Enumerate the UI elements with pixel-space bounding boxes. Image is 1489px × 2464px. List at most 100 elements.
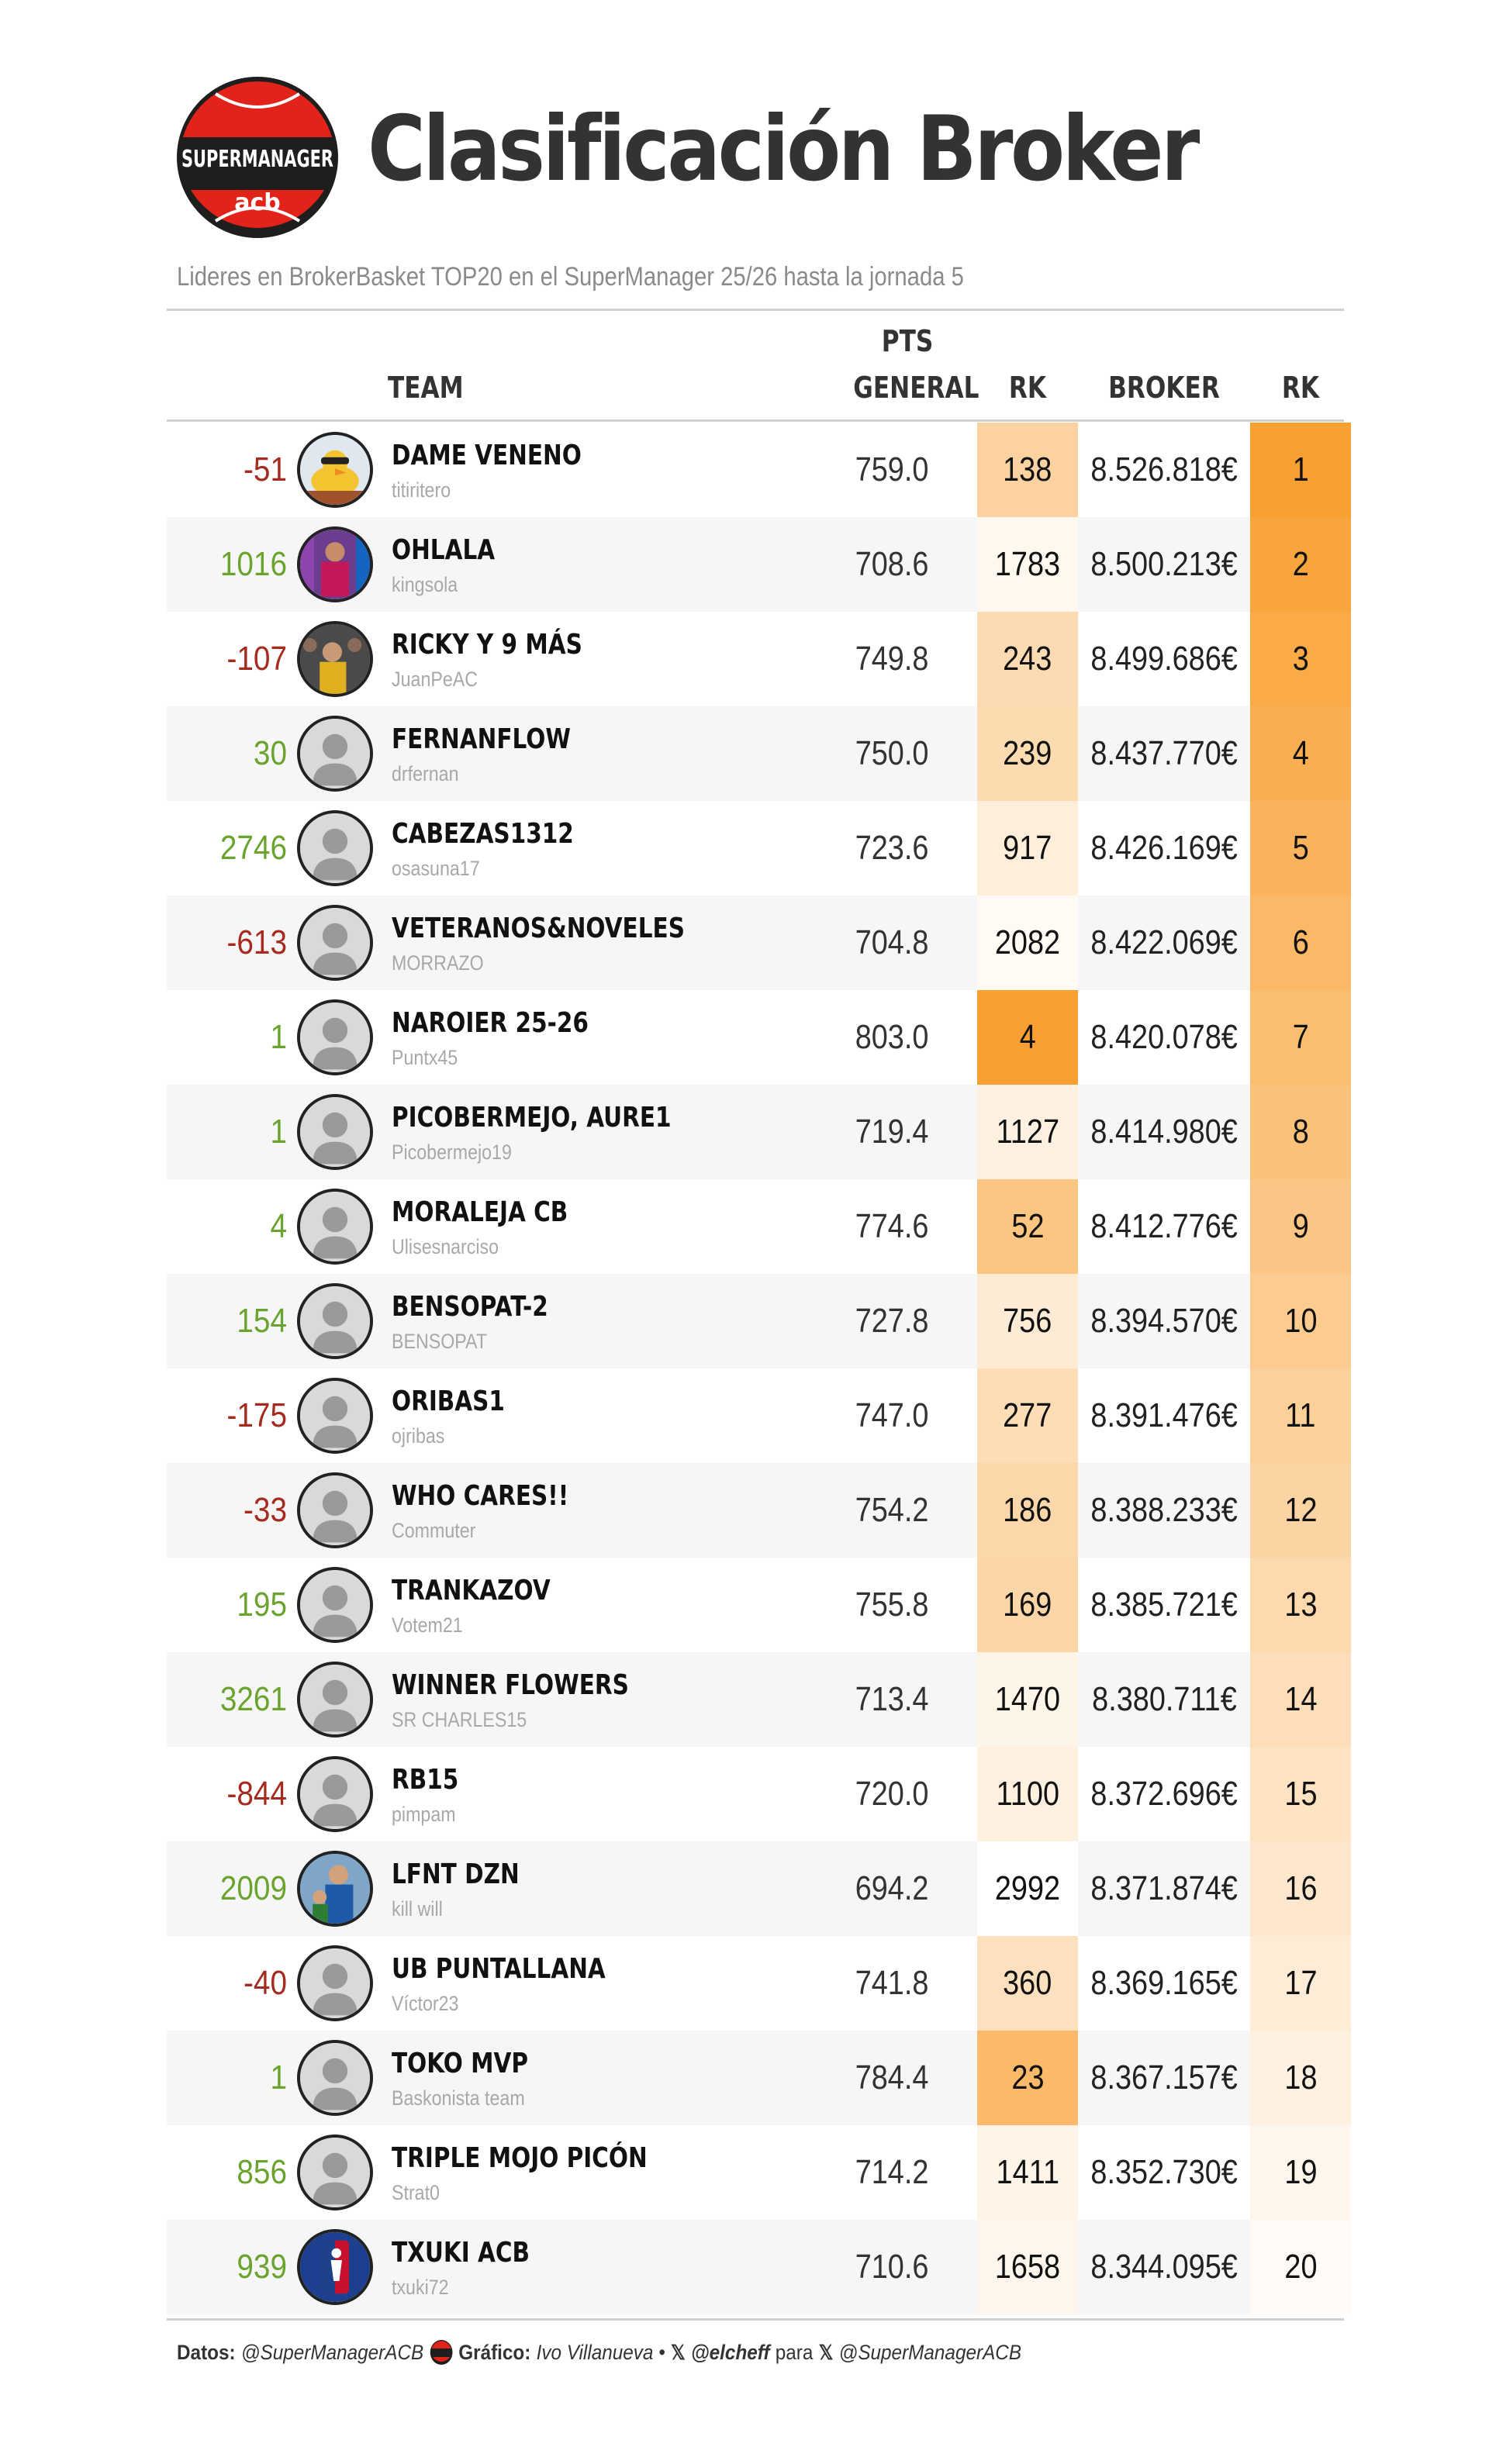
team-name[interactable]: WINNER FLOWERS <box>392 1669 629 1701</box>
general-rank: 4 <box>977 990 1078 1085</box>
username[interactable]: Strat0 <box>392 2181 440 2204</box>
broker-rank: 6 <box>1250 896 1351 990</box>
table-row[interactable]: -844 ↓ RB15 pimpam 720.0 1100 8.372.696€… <box>167 1747 1351 1841</box>
team-name[interactable]: ORIBAS1 <box>392 1386 505 1417</box>
team-name[interactable]: RICKY Y 9 MÁS <box>392 629 582 661</box>
broker-rank: 4 <box>1250 706 1351 801</box>
username[interactable]: BENSOPAT <box>392 1330 488 1353</box>
username[interactable]: MORRAZO <box>392 951 484 975</box>
table-row[interactable]: 4 ↑ MORALEJA CB Ulisesnarciso 774.6 52 8… <box>167 1179 1351 1274</box>
avatar <box>297 526 373 602</box>
general-rank: 239 <box>977 706 1078 801</box>
username[interactable]: Commuter <box>392 1519 476 1542</box>
table-row[interactable]: 2746 ↑ CABEZAS1312 osasuna17 723.6 917 8… <box>167 801 1351 896</box>
table-row[interactable]: -613 ↓ VETERANOS&NOVELES MORRAZO 704.8 2… <box>167 896 1351 990</box>
team-name[interactable]: VETERANOS&NOVELES <box>392 913 685 944</box>
username[interactable]: kingsola <box>392 573 458 596</box>
table-row[interactable]: -175 ↓ ORIBAS1 ojribas 747.0 277 8.391.4… <box>167 1368 1351 1463</box>
pts-general: 750.0 <box>855 734 929 772</box>
rank-change: 195 <box>237 1586 287 1624</box>
team-name[interactable]: WHO CARES!! <box>392 1480 569 1512</box>
team-name[interactable]: UB PUNTALLANA <box>392 1953 606 1985</box>
general-rank: 243 <box>977 612 1078 706</box>
avatar <box>297 1945 373 2021</box>
broker-rank: 14 <box>1250 1652 1351 1747</box>
team-name[interactable]: TXUKI ACB <box>392 2237 530 2269</box>
username[interactable]: txuki72 <box>392 2276 449 2299</box>
team-name[interactable]: RB15 <box>392 1764 459 1796</box>
table-row[interactable]: 1 ↑ TOKO MVP Baskonista team 784.4 23 8.… <box>167 2031 1351 2125</box>
general-rank: 1127 <box>977 1085 1078 1179</box>
username[interactable]: Votem21 <box>392 1613 463 1637</box>
pts-general: 714.2 <box>855 2153 929 2191</box>
username[interactable]: SR CHARLES15 <box>392 1708 527 1731</box>
pts-general: 704.8 <box>855 923 929 961</box>
table-row[interactable]: 3261 ↑ WINNER FLOWERS SR CHARLES15 713.4… <box>167 1652 1351 1747</box>
subtitle: Lideres en BrokerBasket TOP20 en el Supe… <box>177 262 964 292</box>
username[interactable]: Puntx45 <box>392 1046 458 1069</box>
table-row[interactable]: 2009 ↑ LFNT DZN kill will 694.2 2992 8.3… <box>167 1841 1351 1936</box>
username[interactable]: Baskonista team <box>392 2086 525 2110</box>
team-name[interactable]: PICOBERMEJO, AURE1 <box>392 1102 672 1134</box>
avatar <box>297 716 373 792</box>
col-header-broker-rk: RK <box>1281 371 1320 405</box>
team-name[interactable]: MORALEJA CB <box>392 1196 568 1228</box>
table-row[interactable]: 1 ↑ PICOBERMEJO, AURE1 Picobermejo19 719… <box>167 1085 1351 1179</box>
team-name[interactable]: LFNT DZN <box>392 1858 520 1890</box>
pts-general: 741.8 <box>855 1964 929 2002</box>
broker-rank: 15 <box>1250 1747 1351 1841</box>
username[interactable]: Víctor23 <box>392 1992 459 2015</box>
footer-datos-value: @SuperManagerACB <box>240 2340 424 2364</box>
team-name[interactable]: TOKO MVP <box>392 2048 529 2079</box>
general-rank: 2992 <box>977 1841 1078 1936</box>
broker-rank: 9 <box>1250 1179 1351 1274</box>
table-row[interactable]: 195 ↑ TRANKAZOV Votem21 755.8 169 8.385.… <box>167 1558 1351 1652</box>
username[interactable]: drfernan <box>392 762 459 785</box>
team-name[interactable]: CABEZAS1312 <box>392 818 574 850</box>
pts-general: 803.0 <box>855 1018 929 1056</box>
table-row[interactable]: -40 ↓ UB PUNTALLANA Víctor23 741.8 360 8… <box>167 1936 1351 2031</box>
pts-general: 710.6 <box>855 2248 929 2286</box>
avatar <box>297 1283 373 1359</box>
table-row[interactable]: 856 ↑ TRIPLE MOJO PICÓN Strat0 714.2 141… <box>167 2125 1351 2220</box>
footer-x-handle-2[interactable]: @SuperManagerACB <box>838 2340 1022 2364</box>
footer-x-handle-1[interactable]: @elcheff <box>690 2340 770 2364</box>
broker-value: 8.367.157€ <box>1090 2059 1238 2096</box>
table-row[interactable]: 939 ↑ TXUKI ACB txuki72 710.6 1658 8.344… <box>167 2220 1351 2314</box>
username[interactable]: Picobermejo19 <box>392 1141 512 1164</box>
table-row[interactable]: -33 ↓ WHO CARES!! Commuter 754.2 186 8.3… <box>167 1463 1351 1558</box>
pts-general: 784.4 <box>855 2059 929 2096</box>
general-rank: 2082 <box>977 896 1078 990</box>
svg-text:SUPERMANAGER: SUPERMANAGER <box>181 146 333 173</box>
team-name[interactable]: FERNANFLOW <box>392 723 571 755</box>
team-name[interactable]: OHLALA <box>392 534 496 566</box>
team-name[interactable]: TRANKAZOV <box>392 1575 551 1606</box>
broker-rank: 1 <box>1250 423 1351 517</box>
username[interactable]: JuanPeAC <box>392 668 478 691</box>
col-header-pts-line2: GENERAL <box>853 371 979 405</box>
x-logo-icon: 𝕏 <box>818 2340 834 2364</box>
team-name[interactable]: TRIPLE MOJO PICÓN <box>392 2142 648 2174</box>
username[interactable]: ojribas <box>392 1424 445 1448</box>
team-name[interactable]: DAME VENENO <box>392 440 582 471</box>
table-row[interactable]: -51 ↓ DAME VENENO titiritero 759.0 138 8… <box>167 423 1351 517</box>
username[interactable]: kill will <box>392 1897 443 1920</box>
broker-value: 8.420.078€ <box>1090 1018 1238 1056</box>
rank-change: 2009 <box>219 1869 287 1907</box>
general-rank: 169 <box>977 1558 1078 1652</box>
avatar <box>297 1662 373 1738</box>
table-row[interactable]: 30 ↑ FERNANFLOW drfernan 750.0 239 8.437… <box>167 706 1351 801</box>
table-row[interactable]: -107 ↓ RICKY Y 9 MÁS JuanPeAC 749.8 243 … <box>167 612 1351 706</box>
table-row[interactable]: 1 ↑ NAROIER 25-26 Puntx45 803.0 4 8.420.… <box>167 990 1351 1085</box>
pts-general: 694.2 <box>855 1869 929 1907</box>
username[interactable]: titiritero <box>392 478 451 502</box>
table-row[interactable]: 1016 ↑ OHLALA kingsola 708.6 1783 8.500.… <box>167 517 1351 612</box>
team-name[interactable]: BENSOPAT-2 <box>392 1291 548 1323</box>
avatar <box>297 999 373 1075</box>
col-header-broker: BROKER <box>1108 371 1220 405</box>
username[interactable]: pimpam <box>392 1803 456 1826</box>
username[interactable]: Ulisesnarciso <box>392 1235 499 1258</box>
team-name[interactable]: NAROIER 25-26 <box>392 1007 589 1039</box>
username[interactable]: osasuna17 <box>392 857 480 880</box>
table-row[interactable]: 154 ↑ BENSOPAT-2 BENSOPAT 727.8 756 8.39… <box>167 1274 1351 1368</box>
